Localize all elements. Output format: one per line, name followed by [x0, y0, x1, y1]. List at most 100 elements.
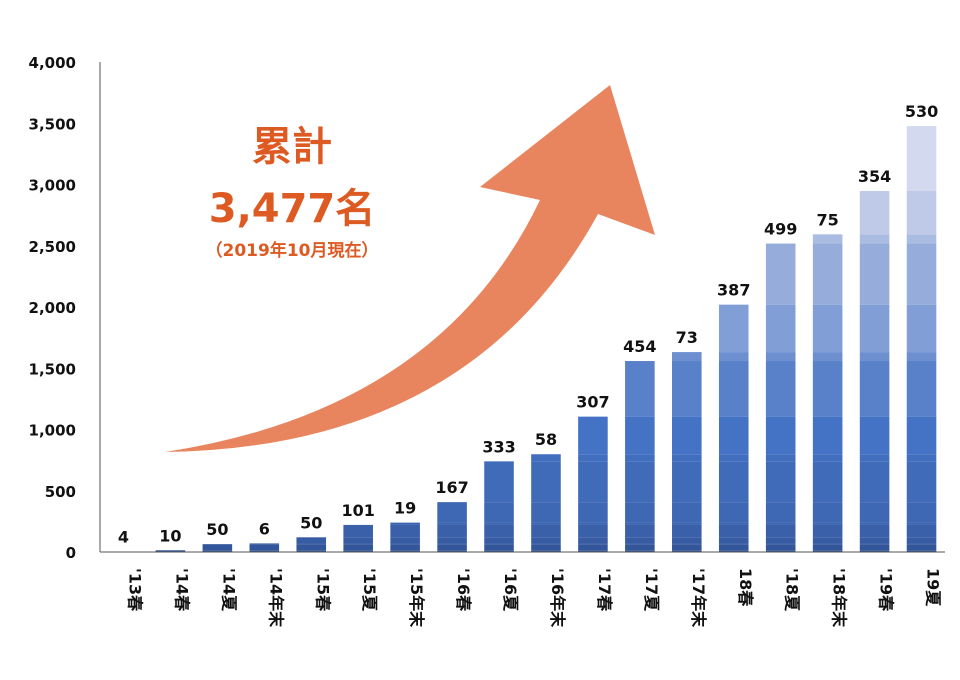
bar-segment	[249, 544, 280, 551]
callout-total: 3,477名	[209, 186, 376, 232]
bar-segment	[765, 243, 796, 305]
bar-segment	[906, 543, 937, 545]
bar-segment	[343, 543, 373, 545]
bar-segment	[484, 502, 514, 523]
x-tick-label: '19春	[877, 568, 896, 612]
bar-segment	[906, 234, 937, 244]
bar-segment	[625, 524, 655, 538]
bar-segment	[859, 544, 890, 551]
y-tick-label: 4,000	[29, 54, 76, 72]
x-tick-label: '18夏	[783, 568, 802, 612]
bar-segment	[531, 461, 561, 503]
bar-segment	[296, 537, 327, 544]
bar-segment	[765, 502, 796, 523]
bar-segment	[672, 461, 702, 503]
bar-segment	[765, 304, 796, 353]
bar-segment	[718, 537, 749, 544]
x-tick-label: 18春	[736, 568, 755, 607]
x-tick-label: 19夏	[924, 568, 943, 607]
x-tick-label: '15春	[313, 568, 332, 612]
bar-segment	[531, 454, 561, 462]
data-label: 354	[858, 167, 891, 186]
data-label: 167	[435, 478, 468, 497]
bar-segment	[859, 361, 890, 417]
bar-segment	[672, 522, 702, 525]
bar-segment	[906, 454, 937, 462]
bar-segment	[906, 304, 937, 353]
bar-segment	[484, 537, 514, 544]
bar-segment	[531, 502, 561, 523]
bar-segment	[906, 461, 937, 503]
bar-segment	[859, 454, 890, 462]
bar-segment	[812, 304, 843, 353]
data-label: 333	[482, 437, 515, 456]
y-tick-label: 500	[45, 483, 76, 501]
bar-segment	[390, 522, 420, 525]
bar-segment	[718, 544, 749, 551]
bar-segment	[765, 522, 796, 525]
bar-segment	[531, 537, 561, 544]
bar-segment	[531, 524, 561, 538]
bar-segment	[672, 502, 702, 523]
bar-segment	[718, 524, 749, 538]
bar-segment	[672, 454, 702, 462]
bar-segment	[625, 522, 655, 525]
bar-segment	[155, 550, 186, 552]
bar-segment	[812, 352, 843, 362]
bar-segment	[625, 454, 655, 462]
data-label: 454	[623, 337, 656, 356]
bar-segment	[296, 544, 327, 551]
bar-segment	[343, 544, 373, 551]
x-axis-ticks: '13春 '14春 '14夏 '14年末 '15春 '15夏 '15年末 '16春 '16夏 '1…	[125, 568, 942, 628]
bar-segment	[672, 550, 702, 552]
bar-segment	[437, 502, 467, 523]
bar-segment	[296, 543, 327, 545]
bar-segment	[812, 543, 843, 545]
bar-segment	[906, 352, 937, 362]
bar-segment	[718, 454, 749, 462]
bar-segment	[718, 522, 749, 525]
bar-segment	[343, 524, 373, 538]
bar-segment	[578, 461, 608, 503]
x-tick-label: '15夏	[360, 568, 379, 612]
data-label: 73	[676, 328, 698, 347]
bar-segment	[625, 544, 655, 551]
x-tick-label: '16春	[454, 568, 473, 612]
bar-segment	[718, 461, 749, 503]
bar-segment	[906, 361, 937, 417]
bar-segment	[812, 234, 843, 244]
bar-segment	[578, 524, 608, 538]
bar-segment	[859, 352, 890, 362]
bar-segment	[718, 361, 749, 417]
bar-segment	[578, 550, 608, 552]
bar-segment	[906, 537, 937, 544]
bar-segment	[812, 454, 843, 462]
data-label: 307	[576, 393, 609, 412]
bar-segment	[531, 544, 561, 551]
y-tick-label: 2,000	[29, 299, 76, 317]
bar-segment	[906, 126, 937, 191]
bar-segment	[390, 543, 420, 545]
data-label: 75	[817, 210, 839, 229]
bar-segment	[625, 361, 655, 417]
bar-segment	[672, 361, 702, 417]
callout-title: 累計	[252, 124, 332, 170]
x-tick-label: '14年末	[266, 568, 285, 628]
bar-segment	[390, 544, 420, 551]
bar-segment	[812, 461, 843, 503]
bar-segment	[578, 502, 608, 523]
bar-segment	[718, 416, 749, 455]
bar-segment	[906, 502, 937, 523]
data-label: 6	[259, 519, 270, 538]
bar-segment	[484, 524, 514, 538]
bar-segment	[765, 543, 796, 545]
bar-segment	[202, 544, 233, 551]
bar-segment	[765, 550, 796, 552]
data-label: 19	[394, 499, 416, 518]
bar-segment	[531, 550, 561, 552]
bar-segment	[437, 543, 467, 545]
bar-segment	[625, 543, 655, 545]
bar-segment	[249, 543, 280, 545]
bar-segment	[718, 550, 749, 552]
bar-segment	[484, 543, 514, 545]
